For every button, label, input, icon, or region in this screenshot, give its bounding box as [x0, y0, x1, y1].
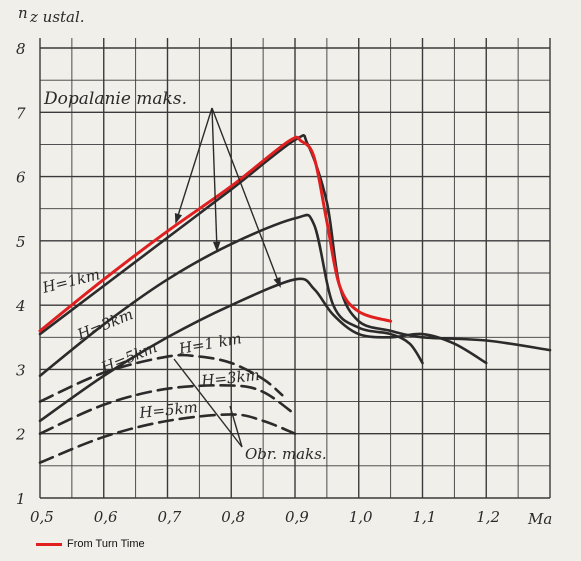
x-tick-label: 1,1: [413, 508, 437, 526]
x-tick-label: 1,2: [476, 508, 500, 526]
series-line-dashed: [38, 353, 284, 403]
annotation-arrows: [173, 107, 281, 448]
arrow-head: [212, 241, 221, 253]
y-tick-label: 4: [15, 297, 26, 315]
y-tick-label: 1: [16, 490, 26, 508]
series-line-dashed: [38, 384, 297, 436]
series-line-solid: [38, 134, 552, 352]
x-tick-label: 1,0: [349, 508, 373, 526]
y-tick-label: 6: [16, 169, 26, 187]
pointer-line: [173, 358, 243, 448]
chart-grid: [39, 38, 551, 499]
legend-label: From Turn Time: [67, 538, 145, 550]
y-axis-label-sub: z ustal.: [29, 8, 85, 26]
y-tick-label: 8: [16, 40, 26, 58]
max-power-label: Obr. maks.: [245, 445, 327, 463]
arrow-line: [211, 107, 281, 287]
arrow-head: [174, 213, 183, 224]
x-tick-label: 0,9: [285, 508, 309, 526]
turn-load-factor-chart: 0,5 0,6 0,7 0,8 0,9 1,0 1,1 1,2 1 2 3 4 5 6 7 8 n z ust…: [15, 4, 552, 528]
x-tick-label: 0,5: [30, 508, 54, 526]
y-tick-label: 3: [16, 361, 26, 379]
series-line-solid: [38, 277, 488, 423]
series-line-from-turn-time: [38, 135, 393, 333]
arrow-line: [211, 107, 218, 251]
pointer-line: [229, 405, 243, 448]
x-tick-label: 0,8: [221, 508, 245, 526]
x-tick-label: 0,6: [94, 508, 118, 526]
arrow-line: [175, 107, 213, 223]
h5-solid-label: H=5km: [98, 338, 160, 377]
series-line-dashed: [38, 413, 297, 464]
chart-tick-labels: 0,5 0,6 0,7 0,8 0,9 1,0 1,1 1,2 1 2 3 4 5 6 7 8: [15, 40, 500, 526]
chart-curves: [38, 134, 552, 464]
h3-solid-label: H=3km: [74, 305, 136, 344]
y-tick-label: 7: [16, 104, 26, 122]
arrow-head: [273, 276, 281, 288]
legend-swatch: [36, 542, 62, 546]
y-axis-label: n: [18, 4, 28, 22]
x-tick-label: 0,7: [158, 508, 182, 526]
y-tick-label: 2: [15, 426, 26, 444]
y-tick-label: 5: [16, 233, 26, 251]
x-axis-label: Ma: [527, 510, 552, 528]
series-line-solid: [38, 213, 424, 378]
h1-solid-label: H=1km: [40, 265, 102, 297]
afterburner-label: Dopalanie maks.: [43, 89, 187, 109]
legend: From Turn Time: [36, 538, 145, 550]
h1-dashed-label: H=1 km: [177, 329, 243, 358]
